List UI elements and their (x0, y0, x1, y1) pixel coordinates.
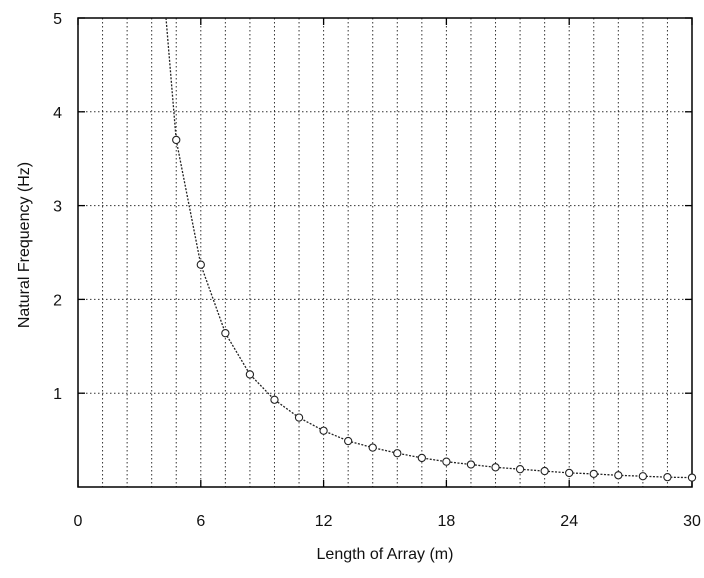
data-point (614, 471, 623, 480)
y-tick-label: 2 (53, 292, 62, 309)
data-point (344, 436, 353, 446)
y-tick-labels: 1 2 3 4 5 (53, 11, 62, 403)
x-axis-label: Length of Array (m) (317, 546, 454, 563)
data-point (589, 469, 598, 479)
axis-ticks (77, 17, 693, 487)
data-point (515, 465, 525, 474)
y-axis-label: Natural Frequency (Hz) (16, 162, 33, 328)
x-tick-label: 12 (315, 513, 333, 530)
data-point (393, 449, 402, 458)
series-line (165, 17, 693, 479)
data-point (466, 460, 476, 469)
x-tick-label: 18 (438, 513, 456, 530)
data-point (172, 135, 181, 145)
x-tick-label: 30 (683, 513, 701, 530)
grid (78, 18, 692, 487)
data-point (368, 443, 377, 452)
data-point (687, 473, 697, 482)
data-point (221, 329, 230, 338)
data-point (294, 413, 304, 422)
data-point (442, 457, 451, 466)
x-tick-label: 24 (560, 513, 578, 530)
y-tick-label: 4 (53, 105, 62, 122)
data-point (319, 426, 328, 435)
y-tick-label: 3 (53, 199, 62, 216)
x-tick-label: 0 (74, 513, 83, 530)
data-point (245, 370, 255, 379)
x-tick-labels: 0 6 12 18 24 30 (74, 513, 701, 530)
data-point (270, 395, 279, 404)
data-point (540, 466, 549, 476)
data-point (663, 473, 672, 482)
y-tick-label: 5 (53, 11, 62, 28)
data-point (565, 468, 574, 478)
y-tick-label: 1 (53, 386, 62, 403)
plot-frame (77, 17, 693, 488)
data-point (638, 472, 648, 481)
data-point (491, 463, 500, 472)
x-tick-label: 6 (196, 513, 205, 530)
data-point (196, 260, 205, 269)
data-point (417, 453, 426, 463)
series-markers (172, 135, 697, 482)
